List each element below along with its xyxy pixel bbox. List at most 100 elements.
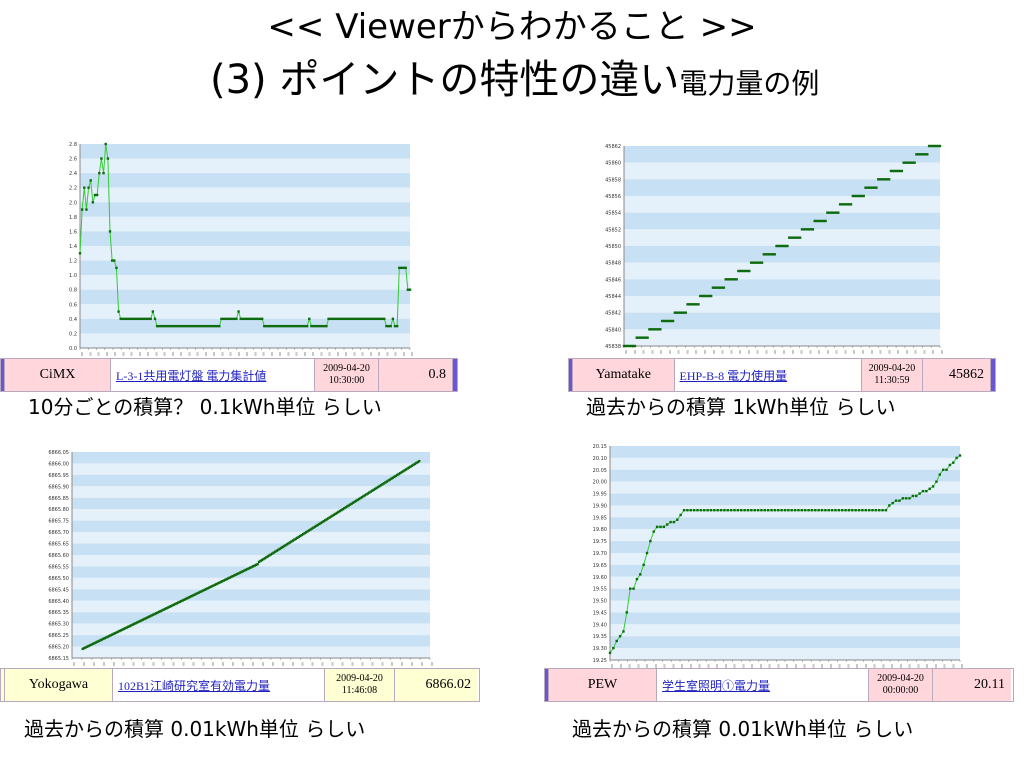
x-tick-label: 00: [97, 352, 101, 356]
y-tick-label: 45858: [605, 177, 621, 183]
data-point: [902, 161, 905, 164]
x-tick-label: 00: [331, 662, 335, 666]
x-tick-label: 00: [270, 352, 274, 356]
grid-band: [610, 529, 960, 542]
data-point: [880, 178, 884, 181]
data-point: [716, 509, 719, 512]
y-tick-label: 45842: [605, 311, 621, 317]
point-link[interactable]: 学生室照明①電力量: [662, 678, 771, 693]
data-point: [804, 228, 807, 231]
data-point: [933, 144, 936, 148]
data-point: [786, 244, 789, 248]
point-name-cell[interactable]: EHP-B-8 電力使用量: [674, 359, 862, 391]
data-point: [249, 566, 252, 569]
data-point: [749, 261, 753, 264]
data-point: [321, 520, 324, 524]
x-tick-label: 00: [636, 664, 640, 668]
data-point: [113, 631, 117, 635]
data-point: [158, 324, 161, 328]
data-point: [224, 578, 227, 582]
info-bar-pew: PEW 学生室照明①電力量 2009-04-20 00:00:00 20.11: [544, 668, 1014, 702]
data-point: [706, 509, 709, 512]
x-tick-label: 00: [291, 662, 295, 666]
x-tick-label: 00: [794, 664, 798, 668]
grid-band: [72, 543, 430, 555]
data-point: [881, 509, 884, 512]
point-name-cell[interactable]: 学生室照明①電力量: [657, 669, 869, 701]
data-point: [935, 480, 938, 483]
data-point: [243, 569, 246, 572]
data-point: [198, 324, 202, 328]
data-point: [102, 637, 105, 641]
data-point: [194, 592, 198, 596]
data-point: [374, 317, 377, 321]
y-tick-label: 19.75: [593, 539, 607, 545]
data-point: [269, 553, 273, 556]
data-point: [952, 461, 955, 464]
y-tick-label: 19.60: [593, 575, 607, 581]
x-tick-label: 00: [352, 352, 356, 356]
data-point: [144, 617, 148, 620]
data-point: [408, 288, 412, 291]
data-point: [748, 269, 751, 273]
point-link[interactable]: L-3-1共用電灯盤 電力集計値: [116, 368, 267, 383]
point-name-cell[interactable]: 102B1江崎研究室有効電力量: [113, 669, 325, 701]
data-point: [84, 646, 87, 649]
x-tick-label: 00: [764, 350, 768, 354]
data-point: [130, 317, 133, 321]
data-point: [729, 509, 733, 512]
data-point: [837, 211, 840, 214]
data-point: [679, 513, 682, 517]
point-name-cell[interactable]: L-3-1共用電灯盤 電力集計値: [111, 359, 315, 391]
chart-yamatake: 45838 45840 45842 45844 45846 45848 45850 45852…: [605, 144, 944, 354]
y-tick-label: 1.6: [69, 229, 77, 235]
y-tick-label: 20.05: [593, 468, 607, 474]
data-point: [691, 303, 695, 306]
data-point: [918, 492, 921, 495]
data-point: [194, 324, 197, 328]
grid-band: [624, 179, 940, 196]
data-point: [237, 310, 240, 313]
data-point: [104, 142, 107, 146]
x-tick-label: 00: [759, 664, 763, 668]
data-point: [107, 634, 111, 638]
grid-band: [610, 553, 960, 565]
x-tick-label: 00: [171, 352, 175, 356]
point-link[interactable]: EHP-B-8 電力使用量: [679, 368, 788, 383]
data-point: [731, 278, 735, 281]
y-tick-label: 1.0: [69, 273, 77, 279]
bar-edge: [545, 669, 549, 701]
data-point: [286, 324, 290, 328]
data-point: [310, 324, 313, 328]
chart-yokogawa: 6865.15 6865.20 6865.25 6865.30 6865.35 6865.…: [48, 450, 434, 666]
data-point: [125, 317, 129, 321]
data-point: [368, 317, 371, 321]
x-tick-label: 00: [253, 352, 257, 356]
data-point: [238, 571, 242, 574]
data-point: [770, 509, 773, 512]
grid-band: [80, 318, 410, 334]
data-point: [387, 479, 390, 482]
subtitle-suffix: 電力量の例: [679, 67, 820, 100]
point-link[interactable]: 102B1江崎研究室有効電力量: [118, 678, 271, 693]
data-point: [624, 344, 628, 348]
y-tick-label: 20.15: [593, 444, 607, 450]
y-tick-label: 6866.05: [48, 450, 69, 456]
data-point: [722, 286, 726, 289]
x-tick-label: 00: [420, 662, 424, 666]
data-point: [811, 228, 815, 231]
data-point: [826, 211, 829, 214]
x-tick-label: 00: [896, 350, 900, 354]
y-tick-label: 19.90: [593, 503, 607, 509]
data-point: [802, 228, 805, 231]
data-point: [278, 547, 281, 551]
data-point: [119, 629, 123, 632]
data-point: [256, 317, 260, 321]
data-point: [360, 495, 364, 499]
data-point: [83, 186, 86, 189]
data-point: [713, 509, 716, 512]
data-point: [900, 169, 904, 173]
data-point: [387, 324, 390, 328]
data-point: [260, 317, 264, 321]
x-tick-label: 00: [776, 664, 780, 668]
